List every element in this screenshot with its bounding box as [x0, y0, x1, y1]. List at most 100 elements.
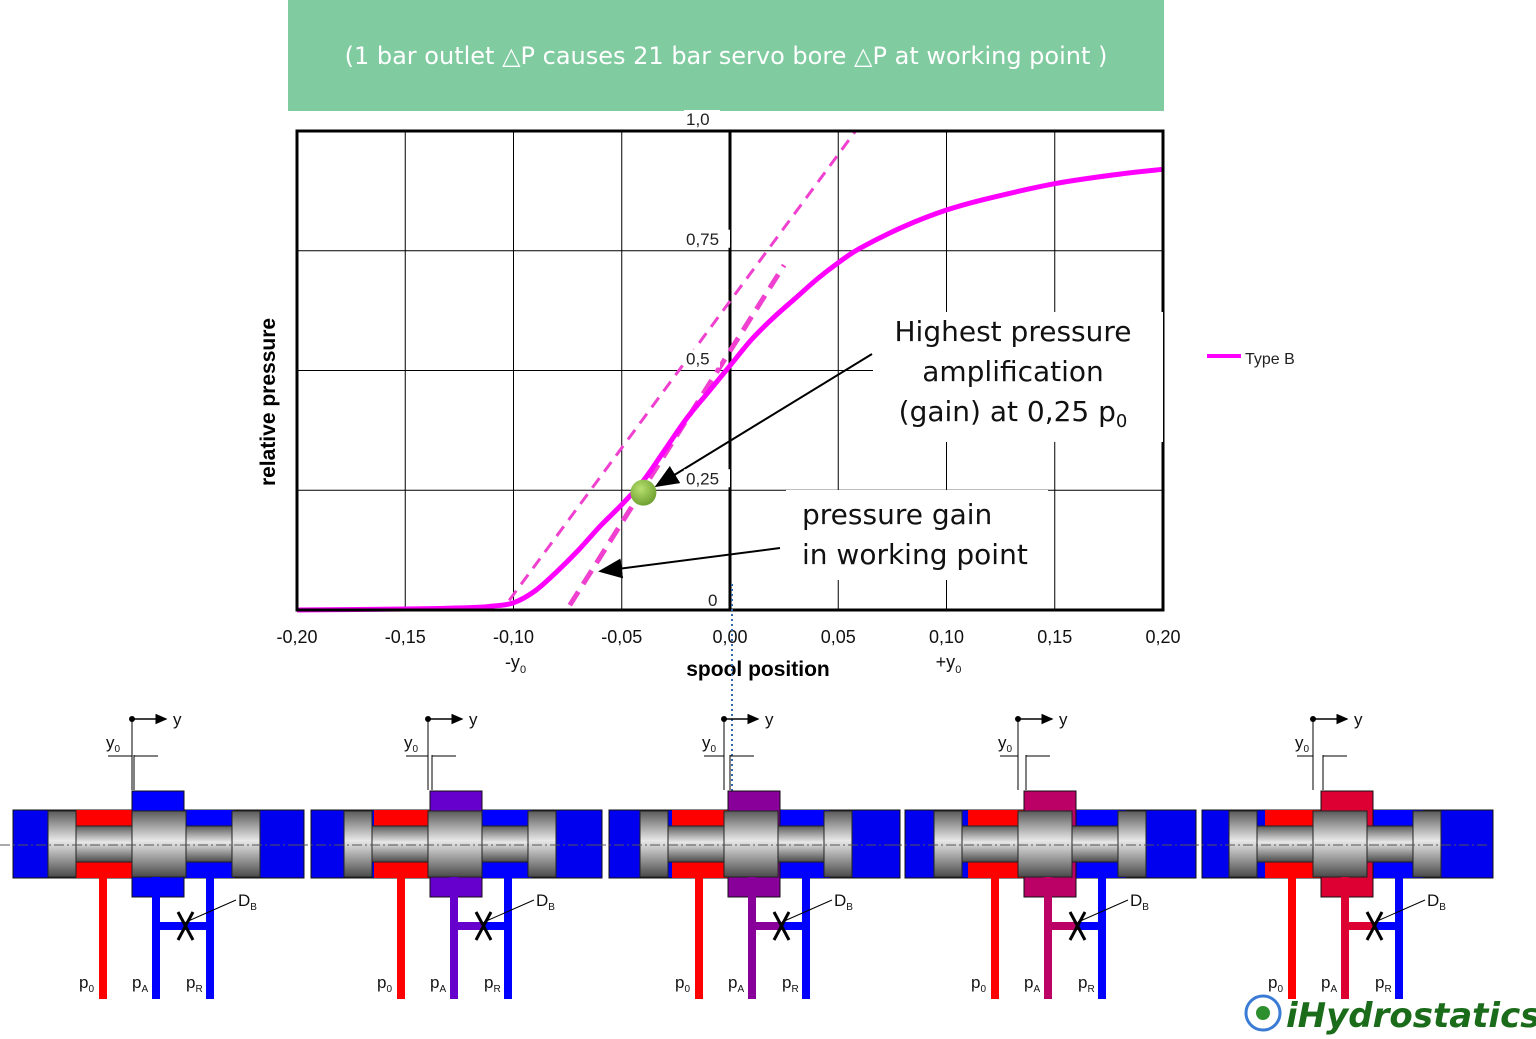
- x-sub-label-1: +y0: [936, 652, 962, 676]
- annotation-arrows: [598, 353, 873, 579]
- working-point-marker: [630, 479, 657, 506]
- spool-land-right: [823, 810, 853, 878]
- spool-land-right: [1117, 810, 1147, 878]
- y-axis-title: relative pressure: [257, 318, 280, 486]
- wp-arrow: [598, 547, 781, 579]
- wp-annotation-line2: in working point: [802, 538, 1028, 571]
- orifice-icon-b: [474, 911, 493, 941]
- orifice-icon-b: [1068, 911, 1087, 941]
- spool-land-center: [131, 810, 187, 878]
- y-tick-0: 0: [708, 591, 717, 610]
- legend-label-type-b: Type B: [1245, 351, 1295, 368]
- bridge-pipe: [1341, 922, 1403, 930]
- y0-label: y0: [702, 733, 717, 755]
- spool-land-left: [1228, 810, 1258, 878]
- x-tick-labels: -0,20 -0,15 -0,10 -0,05 0,00 0,05 0,10 0,15 0,20: [276, 627, 1180, 647]
- logo-drop-icon: [1256, 1006, 1270, 1020]
- spool-land-center: [427, 810, 483, 878]
- valve-4: DB y y0 p0 pA pR: [892, 710, 1197, 999]
- valve-5: DB y y0 p0 pA pR: [1189, 710, 1494, 999]
- y0-label: y0: [404, 733, 419, 755]
- bridge-pipe-return: [782, 922, 810, 930]
- y-tick-bg-3: [684, 229, 730, 248]
- banner-text: (1 bar outlet △P causes 21 bar servo bor…: [344, 41, 1108, 70]
- p0-label: p0: [1268, 973, 1283, 995]
- db-leader: [781, 899, 833, 923]
- bridge-pipe-return: [1078, 922, 1106, 930]
- supply-pipe: [991, 877, 999, 999]
- tangent-line-0: [507, 130, 857, 602]
- pa-pipe: [1044, 877, 1052, 999]
- spool-land-center: [1017, 810, 1073, 878]
- spool-land-right: [527, 810, 557, 878]
- return-pipe: [1098, 877, 1106, 999]
- pr-label: pR: [484, 973, 501, 995]
- gain-annotation-bg: [873, 312, 1163, 442]
- supply-pipe: [1288, 877, 1296, 999]
- spool-land-center: [1312, 810, 1368, 878]
- bridge-pipe: [152, 922, 214, 930]
- gain-annotation-line3: (gain) at 0,25 p0: [899, 395, 1128, 432]
- y-tick-2: 0,5: [686, 350, 710, 369]
- valve-diagrams: DB y y0 p0 pA pR DB y y0 p0 pA pR DB y y0 p0 pA pR DB y y0 p0…: [0, 710, 1494, 999]
- legend: Type B: [1207, 351, 1295, 368]
- valve-3: DB y y0 p0 pA pR: [596, 710, 901, 999]
- y-tick-1: 0,25: [686, 469, 719, 488]
- spool-land-center: [723, 810, 779, 878]
- x-sub-labels: -y0 +y0: [505, 652, 961, 676]
- pr-label: pR: [1375, 973, 1392, 995]
- pa-label: pA: [430, 973, 446, 995]
- db-label: DB: [1427, 891, 1446, 913]
- x-tick-7: 0,15: [1037, 627, 1072, 647]
- x-tick-0: -0,20: [276, 627, 317, 647]
- wp-annotation-bg: [786, 490, 1048, 580]
- p0-label: p0: [79, 973, 94, 995]
- y-arrow-label: y: [1059, 710, 1068, 729]
- y-tick-3: 0,75: [686, 230, 719, 249]
- wp-annotation-line1: pressure gain: [802, 498, 992, 531]
- gain-annotation-line2: amplification: [922, 355, 1104, 388]
- x-tick-6: 0,10: [929, 627, 964, 647]
- pa-label: pA: [728, 973, 744, 995]
- return-pipe: [206, 877, 214, 999]
- bridge-pipe-return: [484, 922, 512, 930]
- p0-label: p0: [675, 973, 690, 995]
- logo-text: iHydrostatics: [1286, 996, 1536, 1036]
- bridge-pipe: [748, 922, 810, 930]
- db-label: DB: [536, 891, 555, 913]
- logo-circle-icon: [1244, 994, 1282, 1032]
- return-pipe: [504, 877, 512, 999]
- return-pipe: [802, 877, 810, 999]
- x-tick-4: 0,00: [712, 627, 747, 647]
- p0-label: p0: [971, 973, 986, 995]
- db-label: DB: [1130, 891, 1149, 913]
- p0-label: p0: [377, 973, 392, 995]
- db-leader: [483, 899, 535, 923]
- x-tick-2: -0,10: [493, 627, 534, 647]
- y0-label: y0: [998, 733, 1013, 755]
- supply-pipe: [397, 877, 405, 999]
- pa-pipe: [748, 877, 756, 999]
- info-banner: (1 bar outlet △P causes 21 bar servo bor…: [288, 0, 1164, 111]
- x-tick-8: 0,20: [1145, 627, 1180, 647]
- valve-1: DB y y0 p0 pA pR: [0, 710, 305, 999]
- spool-land-left: [343, 810, 373, 878]
- db-leader: [1077, 899, 1129, 923]
- pr-label: pR: [1078, 973, 1095, 995]
- ihydrostatics-logo: iHydrostatics: [1244, 994, 1536, 1036]
- spool-land-right: [1412, 810, 1442, 878]
- pa-pipe: [450, 877, 458, 999]
- pa-label: pA: [132, 973, 148, 995]
- series-type-b-line: [296, 166, 1164, 613]
- db-label: DB: [834, 891, 853, 913]
- orifice-icon-b: [176, 911, 195, 941]
- y-arrow-label: y: [469, 710, 478, 729]
- pressure-chart: -0,20 -0,15 -0,10 -0,05 0,00 0,05 0,10 0,15 0,20…: [257, 110, 1295, 681]
- y0-label: y0: [106, 733, 121, 755]
- return-pipe: [1395, 877, 1403, 999]
- bridge-pipe-return: [1375, 922, 1403, 930]
- y-arrow-label: y: [173, 710, 182, 729]
- valve-2: DB y y0 p0 pA pR: [298, 710, 603, 999]
- x-tick-1: -0,15: [385, 627, 426, 647]
